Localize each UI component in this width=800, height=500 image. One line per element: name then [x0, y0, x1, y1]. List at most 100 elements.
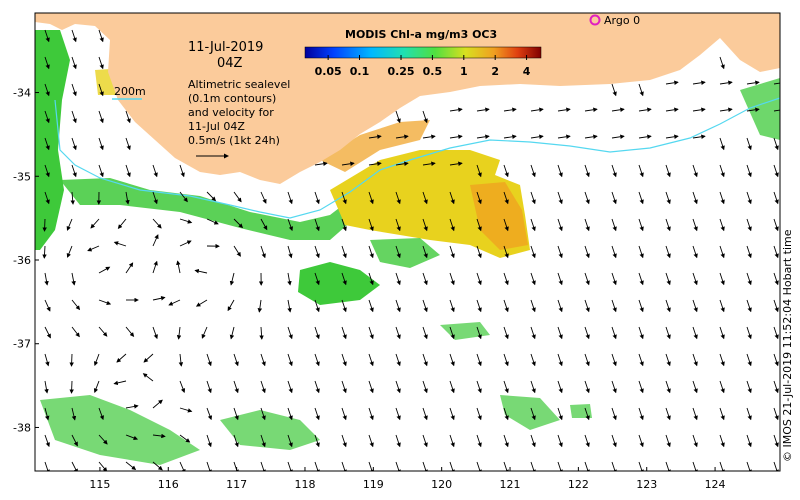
velocity-arrow — [692, 134, 706, 139]
velocity-arrow — [395, 134, 409, 139]
velocity-arrow — [692, 272, 698, 286]
velocity-arrow — [638, 191, 644, 205]
velocity-arrow — [314, 245, 320, 259]
velocity-arrow — [638, 107, 652, 112]
lon-tick-label: 121 — [500, 478, 521, 491]
velocity-arrow — [719, 272, 725, 286]
velocity-arrow — [584, 164, 590, 178]
velocity-arrow — [476, 299, 482, 313]
velocity-arrow — [195, 299, 208, 307]
velocity-arrow — [259, 326, 264, 340]
velocity-arrow — [233, 407, 239, 421]
velocity-arrow — [44, 29, 50, 43]
velocity-arrow — [557, 164, 563, 178]
velocity-arrow — [260, 380, 266, 394]
side-credit: © IMOS 21-Jul-2019 11:52:04 Hobart time — [781, 229, 794, 462]
velocity-arrow — [206, 434, 212, 448]
velocity-arrow — [368, 380, 374, 394]
velocity-arrow — [395, 353, 401, 367]
velocity-arrow — [260, 461, 266, 471]
velocity-arrow — [719, 137, 725, 151]
velocity-arrow — [611, 83, 617, 97]
chl-patch-bight-shelf — [60, 178, 370, 240]
velocity-arrow — [557, 299, 563, 313]
velocity-arrow — [476, 218, 482, 232]
velocity-arrow — [44, 326, 51, 339]
velocity-arrow — [44, 191, 50, 205]
lat-tick-label: -38 — [13, 421, 31, 434]
velocity-arrow — [98, 407, 104, 421]
velocity-arrow — [260, 353, 266, 367]
velocity-arrow — [476, 107, 490, 112]
velocity-arrow — [152, 260, 158, 274]
argo-float-marker — [589, 14, 601, 26]
velocity-arrow — [125, 461, 137, 471]
velocity-arrow — [638, 380, 644, 394]
velocity-arrow — [611, 218, 617, 232]
velocity-arrow — [638, 407, 644, 421]
velocity-arrow — [719, 299, 725, 313]
velocity-arrow — [44, 164, 50, 178]
velocity-vectors — [42, 29, 780, 471]
velocity-arrow — [557, 218, 563, 232]
velocity-arrow — [117, 218, 127, 229]
colorbar-title: MODIS Chl-a mg/m3 OC3 — [345, 28, 497, 41]
velocity-arrow — [341, 299, 347, 313]
velocity-arrow — [142, 373, 154, 382]
velocity-arrow — [44, 380, 49, 394]
velocity-arrow — [476, 353, 482, 367]
chl-patch-central-orange — [470, 182, 528, 250]
velocity-arrow — [584, 353, 590, 367]
velocity-arrow — [773, 164, 779, 178]
velocity-arrow — [530, 134, 544, 139]
velocity-arrow — [233, 218, 244, 229]
velocity-arrow — [665, 107, 679, 112]
velocity-arrow — [179, 240, 192, 247]
velocity-arrow — [773, 380, 779, 394]
velocity-arrow — [530, 191, 536, 205]
velocity-arrow — [98, 56, 104, 70]
velocity-arrow — [476, 164, 482, 178]
velocity-arrow — [665, 191, 671, 205]
velocity-arrow — [665, 80, 679, 85]
velocity-arrow — [746, 434, 752, 448]
velocity-arrow — [638, 461, 644, 471]
velocity-arrow — [692, 380, 698, 394]
velocity-arrow — [395, 218, 401, 232]
lon-tick-label: 124 — [705, 478, 726, 491]
colorbar-tick-label: 0.1 — [350, 65, 370, 78]
velocity-arrow — [584, 326, 590, 340]
velocity-arrow — [449, 461, 455, 471]
velocity-arrow — [71, 110, 77, 124]
velocity-arrow — [341, 272, 347, 286]
velocity-arrow — [692, 434, 698, 448]
velocity-arrow — [44, 434, 50, 448]
velocity-arrow — [143, 353, 154, 363]
velocity-arrow — [719, 56, 725, 70]
description-line-3: and velocity for — [188, 106, 274, 119]
velocity-arrow — [611, 134, 625, 139]
velocity-arrow — [71, 434, 78, 447]
velocity-arrow — [773, 299, 779, 313]
velocity-arrow — [368, 134, 382, 139]
latitude-axis: -34 -35 -36 -37 -38 — [13, 87, 39, 434]
velocity-arrow — [773, 461, 779, 471]
velocity-arrow — [557, 245, 563, 259]
velocity-arrow — [395, 272, 401, 286]
velocity-arrow — [746, 164, 752, 178]
velocity-arrow — [179, 407, 193, 413]
velocity-arrow — [287, 461, 293, 471]
lat-tick-label: -37 — [13, 338, 31, 351]
velocity-arrow — [206, 218, 219, 225]
velocity-arrow — [179, 191, 188, 203]
lon-tick-label: 118 — [294, 478, 315, 491]
velocity-arrow — [611, 461, 617, 471]
velocity-arrow — [611, 299, 617, 313]
velocity-arrow — [719, 353, 725, 367]
velocity-arrow — [557, 461, 563, 471]
velocity-arrow — [179, 164, 185, 178]
lon-tick-label: 115 — [89, 478, 110, 491]
velocity-arrow — [93, 353, 100, 367]
colorbar-tick-label: 1 — [460, 65, 468, 78]
velocity-arrow — [719, 164, 725, 178]
